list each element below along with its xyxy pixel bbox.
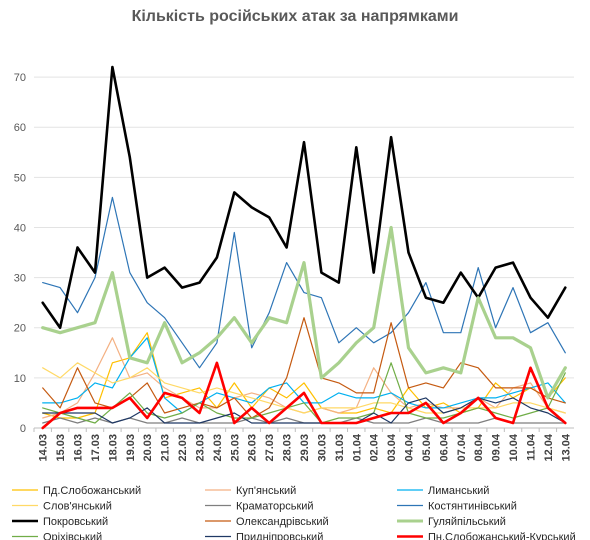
x-tick-label: 29.03 [299, 434, 311, 462]
series-line-костянтинівський [42, 196, 566, 369]
legend-label: Оріхівський [43, 532, 102, 540]
chart-title: Кількість російських атак за напрямками [131, 8, 459, 25]
x-tick-label: 02.04 [369, 433, 381, 461]
legend: Пд.Слобожанський Куп'янський Лиманський Сло… [12, 485, 576, 540]
y-tick-label: 0 [20, 423, 26, 435]
x-tick-label: 18.03 [107, 434, 119, 462]
x-tick-label: 24.03 [212, 434, 224, 462]
y-tick-label: 40 [14, 222, 26, 234]
legend-label: Пд.Слобожанський [43, 485, 141, 497]
series-line-покровський [41, 65, 567, 330]
legend-label: Краматорський [236, 501, 314, 513]
x-tick-label: 31.03 [334, 434, 346, 462]
legend-label: Покровський [43, 516, 108, 528]
x-tick-label: 26.03 [247, 434, 259, 462]
x-tick-label: 13.04 [560, 433, 572, 461]
legend-label: Лиманський [428, 485, 489, 497]
legend-label: Куп'янський [236, 485, 296, 497]
x-tick-label: 12.04 [543, 433, 555, 461]
series-line-слов-янський [42, 362, 566, 414]
x-tick-label: 08.04 [473, 433, 485, 461]
x-tick-label: 09.04 [491, 433, 503, 461]
x-tick-label: 17.03 [90, 434, 102, 462]
x-tick-label: 16.03 [73, 434, 85, 462]
x-axis-ticks: 14.03 15.03 16.03 17.03 18.03 19.03 20.03 21.03… [33, 428, 572, 462]
x-tick-label: 30.03 [316, 434, 328, 462]
x-tick-label: 05.04 [421, 433, 433, 461]
x-tick-label: 15.03 [55, 434, 67, 462]
y-tick-label: 70 [14, 72, 26, 84]
y-tick-label: 30 [14, 273, 26, 285]
gridlines [34, 76, 574, 429]
legend-label: Пн.Слобожанський-Курський [428, 532, 576, 540]
x-tick-label: 11.04 [525, 433, 537, 461]
series-line-гуляйпільський [41, 225, 567, 400]
x-tick-label: 03.04 [386, 433, 398, 461]
x-tick-label: 20.03 [142, 434, 154, 462]
y-axis-ticks: 0 10 20 30 40 50 60 70 [14, 72, 26, 435]
x-tick-label: 28.03 [282, 434, 294, 462]
x-tick-label: 10.04 [508, 433, 520, 461]
x-tick-label: 07.04 [456, 433, 468, 461]
y-tick-label: 20 [14, 323, 26, 335]
y-tick-label: 10 [14, 373, 26, 385]
x-tick-label: 22.03 [177, 434, 189, 462]
x-tick-label: 19.03 [125, 434, 137, 462]
legend-label: Придніпровський [236, 532, 323, 540]
legend-label: Костянтинівський [428, 501, 517, 513]
x-tick-label: 25.03 [229, 434, 241, 462]
y-tick-label: 60 [14, 122, 26, 134]
x-tick-label: 27.03 [264, 434, 276, 462]
legend-label: Слов'янський [43, 501, 112, 513]
series-line-пн-слобожанський-курський [41, 361, 567, 430]
y-tick-label: 50 [14, 172, 26, 184]
x-tick-label: 04.04 [404, 433, 416, 461]
series-line-оріхівський [42, 362, 566, 424]
x-tick-label: 14.03 [38, 434, 50, 462]
legend-label: Гуляйпільський [428, 516, 506, 528]
x-tick-label: 23.03 [194, 434, 206, 462]
legend-label: Олександрівський [236, 516, 329, 528]
x-tick-label: 01.04 [351, 433, 363, 461]
x-tick-label: 06.04 [438, 433, 450, 461]
x-tick-label: 21.03 [160, 434, 172, 462]
series-lines [41, 65, 567, 430]
series-line-пд-слобожанський [42, 332, 566, 419]
